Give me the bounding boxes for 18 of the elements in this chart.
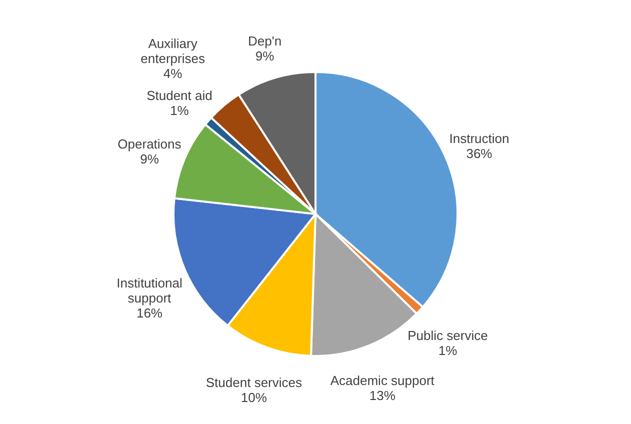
data-label: 13% <box>369 388 396 404</box>
slice-label: Student services <box>206 375 302 390</box>
data-label: 10% <box>240 390 268 406</box>
slice-label: Student aid <box>146 88 212 104</box>
slice-label: Instruction <box>449 131 510 146</box>
slice-label: Institutional support <box>116 276 182 306</box>
data-label: 16% <box>136 306 163 321</box>
data-label: 9% <box>255 48 275 64</box>
slice-label: Auxiliary enterprises <box>140 36 206 66</box>
slice-label: Public service <box>408 328 488 344</box>
data-label: 4% <box>163 66 183 81</box>
data-label: 36% <box>466 146 493 162</box>
slice-label: Dep'n <box>248 33 282 48</box>
data-label: 1% <box>438 343 458 358</box>
data-label: 1% <box>170 103 190 118</box>
slice-label: Operations <box>118 136 182 152</box>
data-label: 9% <box>140 151 160 166</box>
slice-label: Academic support <box>330 373 435 388</box>
